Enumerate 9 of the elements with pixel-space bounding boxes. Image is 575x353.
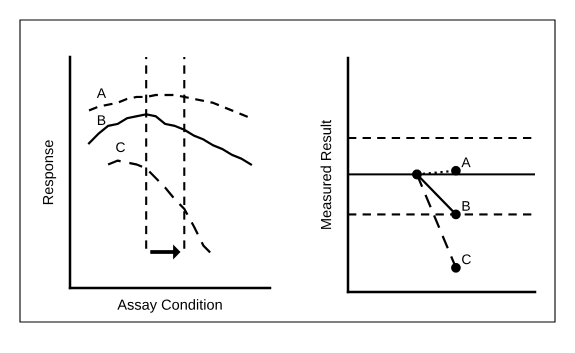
series-label: B: [98, 115, 106, 125]
series-label: C: [462, 254, 471, 264]
series-label: A: [96, 88, 106, 98]
y-axis-title: Measured Result: [320, 120, 332, 229]
series-label: B: [462, 201, 470, 211]
x-axis-title: Assay Condition: [117, 299, 222, 313]
y-axis-title: Response: [43, 140, 56, 204]
series-label: A: [461, 158, 471, 168]
series-label: C: [116, 142, 125, 152]
